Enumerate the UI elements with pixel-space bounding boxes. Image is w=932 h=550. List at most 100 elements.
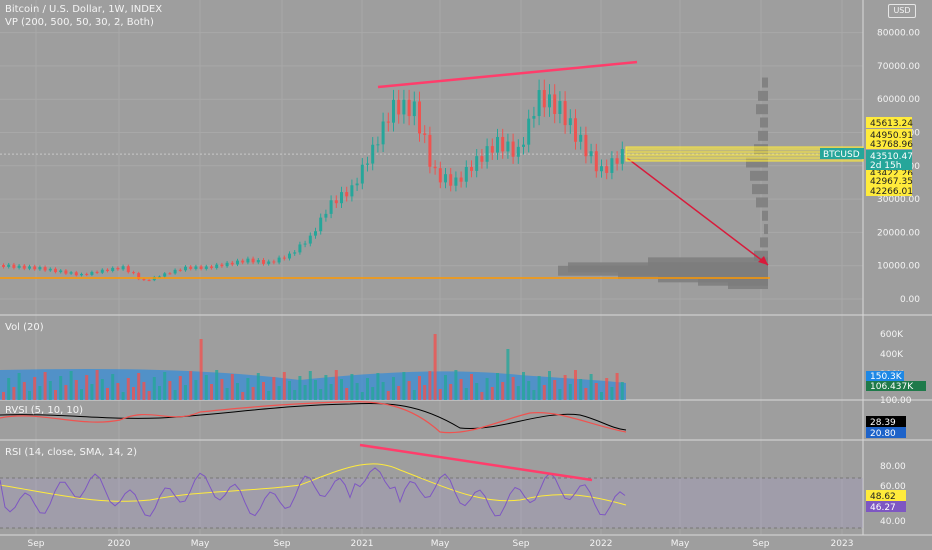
vol-label-bg — [866, 371, 904, 381]
volume-bar — [464, 388, 468, 400]
candle-body — [80, 273, 83, 276]
price-label: 42967.35 — [870, 177, 913, 187]
candle-body — [251, 258, 255, 263]
candle-body — [33, 266, 37, 270]
candle-body — [381, 121, 385, 145]
candle-body — [553, 94, 557, 114]
currency-button[interactable]: USD — [888, 4, 916, 18]
volume-bar — [402, 372, 406, 400]
volume-bar — [163, 372, 167, 400]
volume-bar — [282, 372, 286, 400]
candle-body — [7, 264, 11, 267]
volume-label: Vol (20) — [5, 322, 44, 333]
price-axis[interactable]: 80000.0070000.0060000.0050000.0040000.00… — [820, 29, 926, 527]
candle-body — [100, 269, 104, 273]
candle-body — [236, 260, 239, 265]
volume-bar — [594, 383, 598, 400]
price-tick-label: 30000.00 — [877, 195, 920, 205]
volume-bar — [106, 388, 109, 400]
candle-body — [314, 231, 317, 236]
volume-bar — [54, 390, 57, 400]
candle-body — [480, 156, 484, 162]
candle-body — [95, 271, 99, 273]
projection-arrow — [626, 157, 769, 266]
candle-body — [449, 174, 453, 186]
vp-row — [764, 224, 768, 235]
volume-tick: 400K — [880, 350, 904, 360]
candle-body — [43, 267, 47, 271]
rsi-tick: 40.00 — [880, 517, 906, 527]
volume-bar — [350, 374, 354, 400]
price-label: 42266.01 — [870, 187, 913, 197]
volume-bar — [522, 372, 525, 400]
candle-body — [59, 270, 63, 273]
price-label-bg — [866, 138, 912, 149]
volume-bar — [340, 379, 343, 400]
volume-bar — [589, 374, 593, 400]
volume-bar — [553, 380, 557, 400]
volume-bar — [69, 371, 73, 400]
rsi-label: 48.62 — [870, 492, 896, 502]
candle-body — [605, 166, 609, 173]
candle-body — [230, 262, 234, 265]
volume-bar — [48, 381, 52, 400]
rvsi-label-bg — [866, 416, 906, 427]
price-tick-label: 20000.00 — [877, 228, 920, 238]
arrow-head — [758, 256, 768, 265]
volume-bars — [0, 334, 626, 400]
volume-bar — [17, 373, 21, 400]
rsi-ma-line — [0, 463, 627, 506]
volume-bar — [548, 371, 551, 400]
candle-body — [277, 257, 281, 263]
volume-bar — [568, 384, 572, 400]
price-label-bg — [866, 185, 912, 196]
rvsi-label: 28.39 — [870, 418, 896, 428]
volume-bar — [152, 377, 156, 400]
volume-bar — [506, 349, 510, 400]
candle-body — [90, 271, 94, 275]
rsi-line — [0, 467, 626, 517]
volume-bar — [308, 371, 312, 400]
vp-row — [760, 237, 768, 248]
time-tick-label: Sep — [274, 539, 291, 549]
volume-bar — [22, 382, 26, 400]
time-axis[interactable]: Sep 2020 May Sep 2021 May Sep 2022 May Sep 2023 — [28, 539, 854, 549]
price-label: 44950.91 — [870, 131, 913, 141]
candle-body — [288, 253, 291, 259]
volume-bar — [558, 389, 562, 400]
volume-bar — [433, 334, 437, 400]
price-candles — [2, 79, 624, 282]
candle-body — [194, 266, 198, 269]
last-price-badge — [866, 150, 912, 170]
candle-body — [12, 264, 16, 268]
vp-row — [746, 157, 768, 168]
candle-body — [360, 164, 364, 184]
volume-bar — [600, 392, 603, 400]
volume-bar — [168, 381, 172, 400]
vp-row — [762, 77, 768, 88]
volume-bar — [173, 390, 177, 400]
volume-bar — [605, 378, 609, 400]
volume-bar — [444, 375, 447, 400]
rsi-divergence-line — [359, 443, 593, 482]
volume-bar — [542, 385, 546, 400]
indicator-label: VP (200, 500, 50, 30, 2, Both) — [5, 17, 154, 28]
candle-body — [496, 136, 499, 153]
candle-body — [340, 192, 343, 204]
candle-body — [28, 266, 31, 269]
last-price: 43510.47 — [870, 152, 913, 162]
vol-label: 106.437K — [870, 382, 914, 392]
candle-body — [220, 264, 224, 267]
volume-bar — [220, 379, 224, 400]
vol-label-bg — [866, 381, 926, 391]
volume-bar — [225, 388, 229, 400]
candle-body — [548, 94, 551, 108]
time-to-close: 2d 15h — [870, 161, 901, 171]
rvsi-line — [0, 401, 627, 434]
price-label-bg — [866, 129, 912, 140]
candle-body — [189, 266, 193, 269]
candle-body — [308, 235, 312, 244]
candle-body — [329, 200, 333, 214]
volume-bar — [480, 392, 484, 400]
